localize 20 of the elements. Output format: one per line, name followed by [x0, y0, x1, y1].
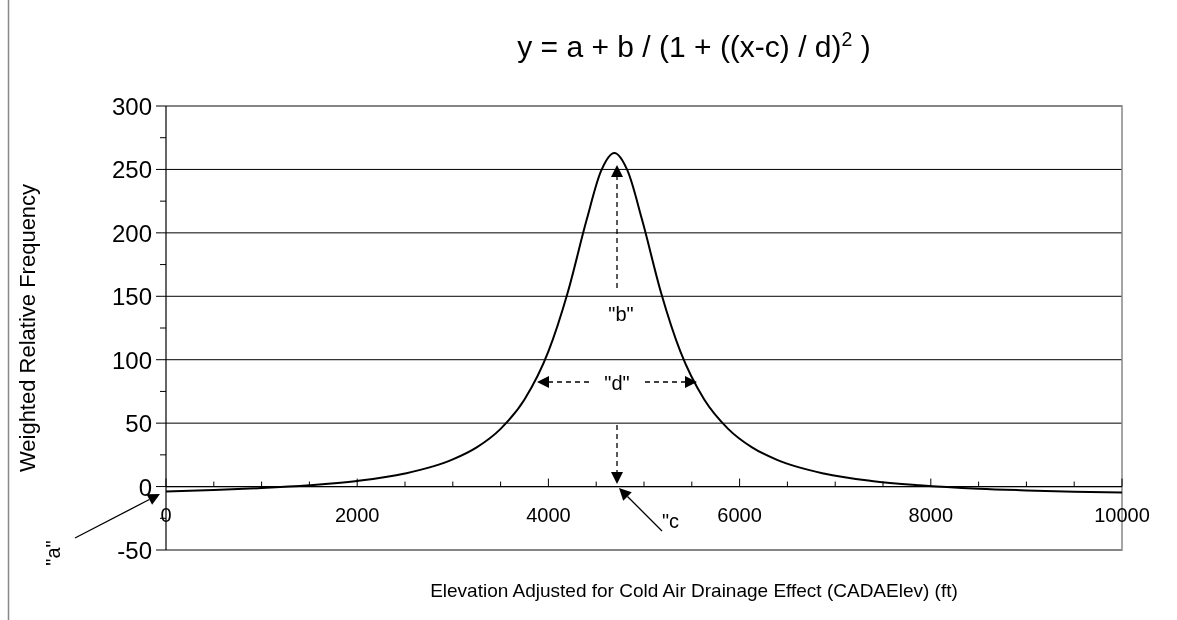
x-tick-label: 2000 — [334, 503, 380, 526]
y-tick-label: 300 — [111, 93, 152, 120]
x-tick-label: 6000 — [717, 503, 762, 526]
text: "a" — [42, 540, 64, 566]
x-tick-label: 8000 — [908, 503, 954, 526]
annotation: "b" — [608, 303, 634, 325]
x-tick-label: 4000 — [526, 503, 571, 526]
x-axis-title: Elevation Adjusted for Cold Air Drainage Effect (CADAElev) (ft) — [430, 580, 958, 601]
y-tick-label: 0 — [138, 473, 152, 501]
y-tick-label: 50 — [125, 410, 152, 438]
y-tick-label: 250 — [111, 156, 152, 184]
x-tick-label: 10000 — [1094, 503, 1150, 526]
chart-title: y = a + b / (1 + ((x-c) / d)$^{2}$ ) — [517, 28, 871, 63]
annotation: "c — [662, 510, 680, 532]
y-tick-label: 150 — [111, 283, 152, 311]
y-tick-label: 100 — [111, 346, 152, 374]
annotation: "d" — [604, 372, 630, 394]
y-axis-title: Weighted Relative Frequency — [15, 183, 40, 473]
y-tick-label: 200 — [111, 219, 152, 247]
y-tick-label: -50 — [117, 537, 152, 564]
